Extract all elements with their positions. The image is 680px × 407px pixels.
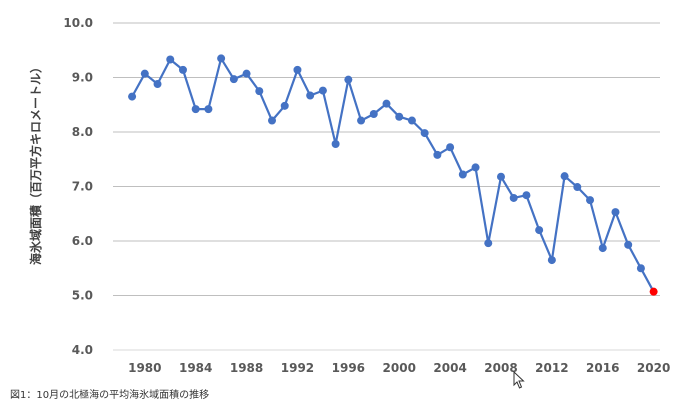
y-tick-5.0: 5.0 — [72, 289, 93, 303]
data-point-1981 — [153, 80, 162, 89]
data-point-2011 — [535, 226, 544, 235]
series-line — [131, 57, 655, 293]
x-tick-2004: 2004 — [433, 361, 466, 375]
gridlines — [113, 22, 660, 296]
highlight-point-2020 — [649, 287, 658, 296]
y-tick-9.0: 9.0 — [72, 71, 93, 85]
x-tick-labels: 1980 1984 1988 1992 1996 2000 2004 2008 2012 2016… — [128, 361, 670, 375]
data-point-2018 — [624, 240, 633, 249]
data-point-2001 — [407, 116, 416, 125]
x-tick-2000: 2000 — [383, 361, 416, 375]
x-tick-1984: 1984 — [179, 361, 212, 375]
data-point-1995 — [331, 139, 340, 148]
data-point-1980 — [140, 69, 149, 78]
data-point-2000 — [395, 112, 404, 121]
data-point-1990 — [268, 116, 277, 125]
data-point-1983 — [178, 65, 187, 74]
data-point-2008 — [496, 172, 505, 181]
y-tick-labels: 4.0 5.0 6.0 7.0 8.0 9.0 10.0 — [63, 16, 93, 357]
data-point-1989 — [255, 87, 264, 96]
line-chart: 4.05.06.07.08.09.010.0 1980 1984 1988 1992 1… — [28, 16, 670, 375]
y-tick-4.0: 4.0 — [72, 343, 93, 357]
y-tick-6.0: 6.0 — [72, 234, 93, 248]
figure-caption: 図1：10月の北極海の平均海氷域面積の推移 — [10, 390, 210, 401]
data-point-1994 — [318, 86, 327, 95]
data-point-2007 — [484, 239, 493, 248]
y-tick-7.0: 7.0 — [72, 180, 93, 194]
data-point-1997 — [357, 116, 366, 125]
data-point-1979 — [128, 92, 137, 101]
data-point-1986 — [217, 54, 226, 63]
data-point-2013 — [560, 172, 569, 181]
data-point-2010 — [522, 191, 531, 200]
x-tick-1992: 1992 — [281, 361, 314, 375]
y-tick-8.0: 8.0 — [72, 125, 93, 139]
y-tick-10.0: 10.0 — [63, 16, 93, 30]
x-tick-1980: 1980 — [128, 361, 161, 375]
x-tick-2016: 2016 — [586, 361, 619, 375]
data-point-1992 — [293, 65, 302, 74]
data-point-2006 — [471, 163, 480, 172]
x-tick-1988: 1988 — [230, 361, 263, 375]
data-point-2015 — [586, 196, 595, 205]
data-point-2005 — [458, 170, 467, 179]
data-point-1996 — [344, 75, 353, 84]
mouse-pointer-icon — [513, 371, 525, 389]
data-point-1991 — [280, 101, 289, 110]
x-tick-2012: 2012 — [535, 361, 568, 375]
data-point-2004 — [446, 143, 455, 152]
data-point-2009 — [509, 193, 518, 202]
data-point-2003 — [433, 150, 442, 159]
data-point-1985 — [204, 105, 213, 114]
y-axis-label: 海氷域面積（百万平方キロメートル） — [28, 61, 43, 265]
data-point-1993 — [306, 91, 315, 100]
data-point-2012 — [547, 256, 556, 265]
data-point-1982 — [166, 55, 175, 64]
x-tick-2020: 2020 — [637, 361, 670, 375]
x-tick-1996: 1996 — [332, 361, 365, 375]
data-point-1987 — [229, 75, 238, 84]
data-point-2002 — [420, 129, 429, 138]
data-point-1988 — [242, 69, 251, 78]
data-point-1999 — [382, 99, 391, 108]
series-line-sea-ice — [128, 54, 658, 296]
data-point-1984 — [191, 105, 200, 114]
x-tick-2008: 2008 — [484, 361, 517, 375]
data-point-1998 — [369, 110, 378, 119]
data-point-2017 — [611, 208, 620, 217]
data-point-2016 — [598, 244, 607, 253]
data-point-2019 — [636, 264, 645, 273]
data-point-2014 — [573, 183, 582, 192]
